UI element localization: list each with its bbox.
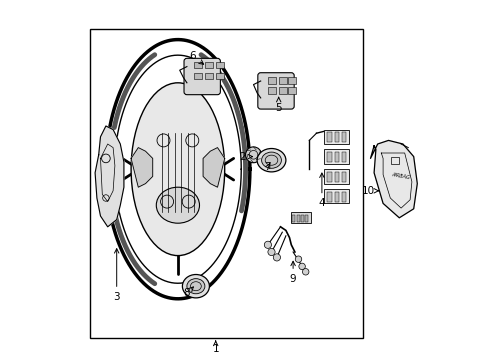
Bar xyxy=(305,215,307,222)
Text: 5: 5 xyxy=(275,97,282,113)
Ellipse shape xyxy=(186,279,204,294)
Bar xyxy=(278,87,286,94)
Ellipse shape xyxy=(182,274,209,298)
Circle shape xyxy=(273,254,280,261)
Bar xyxy=(323,149,348,164)
Bar xyxy=(287,87,295,94)
Bar xyxy=(215,62,223,68)
Bar xyxy=(326,172,331,182)
Circle shape xyxy=(245,147,261,163)
Bar xyxy=(89,29,363,338)
Polygon shape xyxy=(203,148,224,187)
Bar xyxy=(390,157,398,164)
Bar xyxy=(194,62,202,68)
Bar xyxy=(296,215,299,222)
Bar xyxy=(341,132,346,142)
Bar xyxy=(215,73,223,79)
Bar xyxy=(341,152,346,162)
Polygon shape xyxy=(370,140,416,218)
Ellipse shape xyxy=(261,152,281,168)
Circle shape xyxy=(298,263,305,270)
Text: 8: 8 xyxy=(183,287,193,298)
FancyBboxPatch shape xyxy=(257,73,294,109)
Bar xyxy=(341,192,346,202)
Ellipse shape xyxy=(131,83,224,256)
Bar xyxy=(194,73,202,79)
Bar xyxy=(334,132,338,142)
Bar xyxy=(291,212,310,223)
Text: 1: 1 xyxy=(212,341,219,354)
Circle shape xyxy=(264,241,271,248)
FancyBboxPatch shape xyxy=(183,58,220,95)
Bar xyxy=(278,77,286,84)
Bar xyxy=(292,215,295,222)
Circle shape xyxy=(295,256,301,262)
Bar xyxy=(326,132,331,142)
Text: 2: 2 xyxy=(239,152,252,162)
Bar xyxy=(341,172,346,182)
Polygon shape xyxy=(95,126,123,227)
Bar xyxy=(334,172,338,182)
Bar xyxy=(323,169,348,184)
Text: 9: 9 xyxy=(289,261,296,284)
Text: 4: 4 xyxy=(318,173,325,208)
Text: 6: 6 xyxy=(188,51,203,64)
Bar xyxy=(326,152,331,162)
Bar xyxy=(334,192,338,202)
Bar xyxy=(334,152,338,162)
Bar xyxy=(326,192,331,202)
Bar xyxy=(267,77,275,84)
Text: 3: 3 xyxy=(113,249,120,302)
Text: AIRBAG: AIRBAG xyxy=(390,172,410,180)
Circle shape xyxy=(302,269,308,275)
Ellipse shape xyxy=(156,187,199,223)
Bar xyxy=(204,73,212,79)
Text: 7: 7 xyxy=(264,162,271,172)
Bar xyxy=(323,130,348,144)
Polygon shape xyxy=(131,148,152,187)
Bar xyxy=(204,62,212,68)
Ellipse shape xyxy=(257,148,285,172)
Bar xyxy=(267,87,275,94)
Bar xyxy=(287,77,295,84)
Bar xyxy=(323,189,348,203)
Circle shape xyxy=(267,248,275,256)
Bar xyxy=(301,215,303,222)
Text: 10: 10 xyxy=(362,186,378,196)
